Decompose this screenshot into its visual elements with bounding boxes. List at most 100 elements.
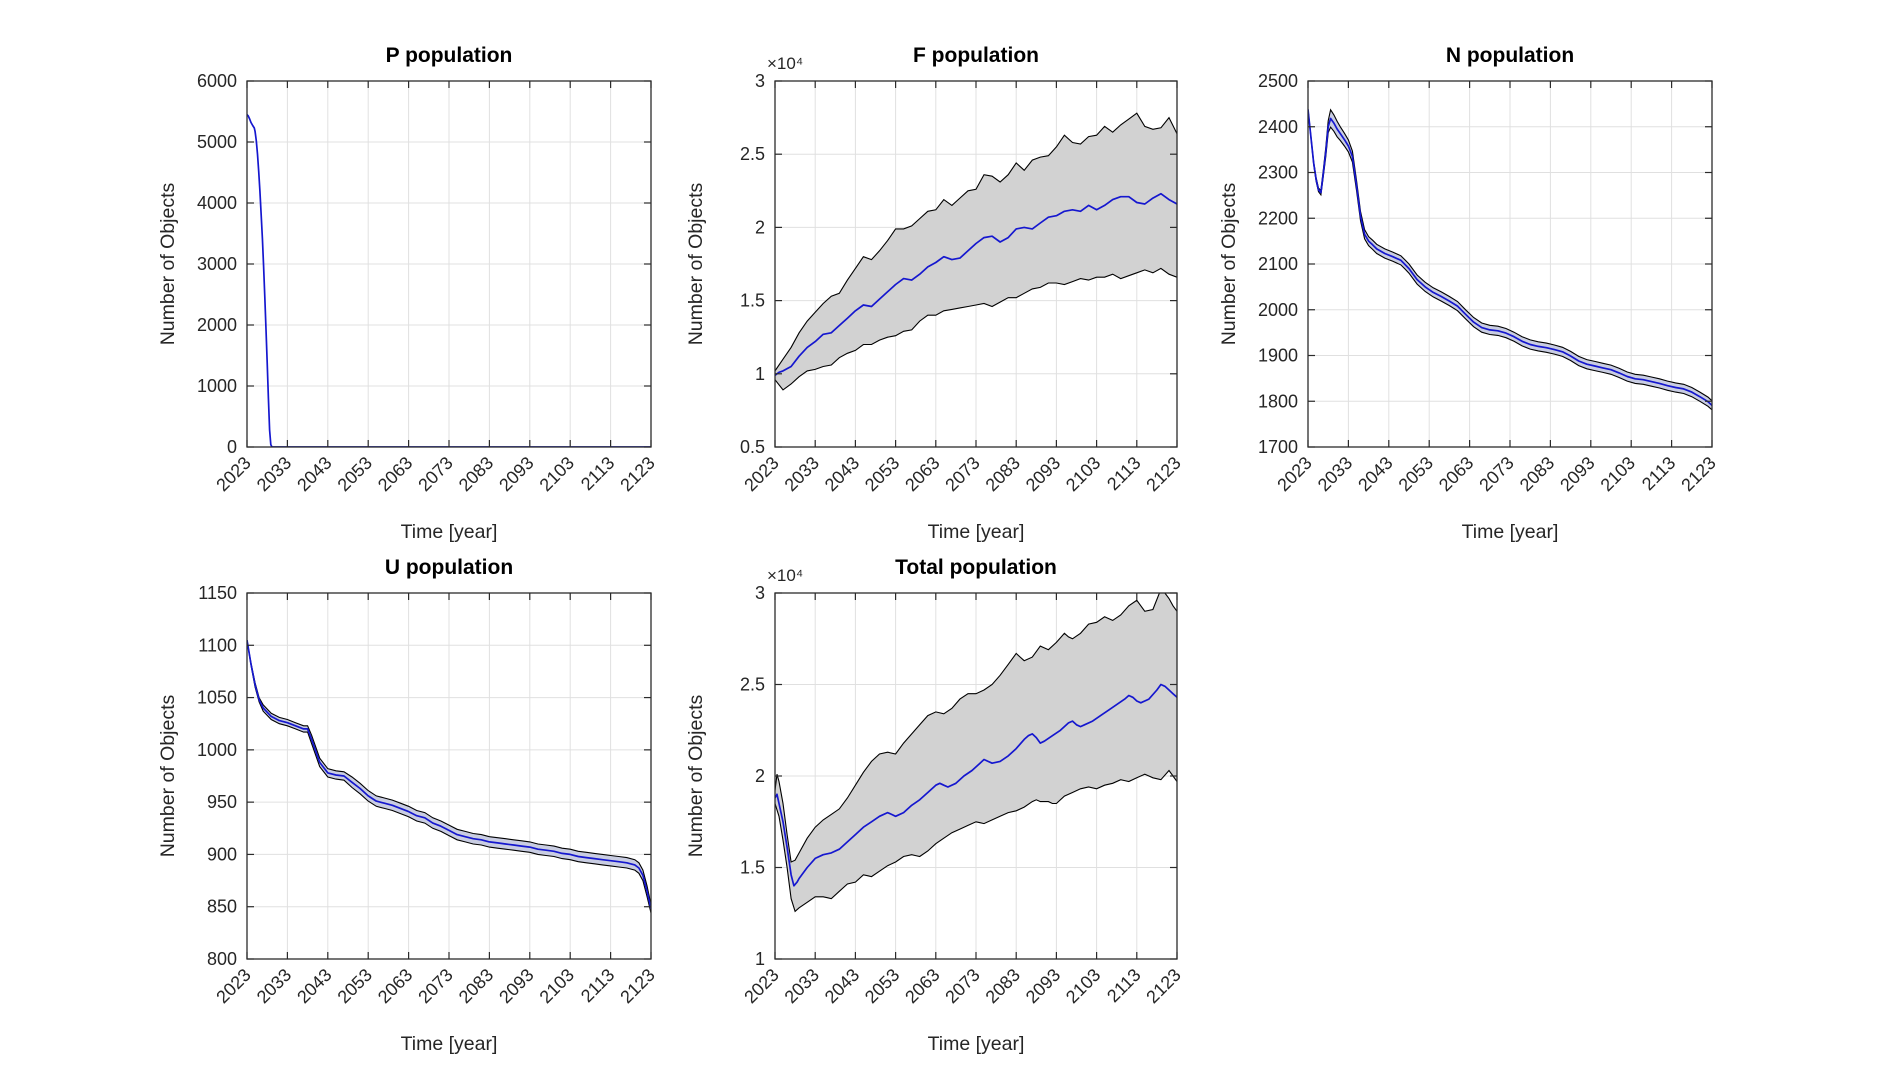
y-axis-exponent-label: ×10⁴ xyxy=(767,54,804,73)
svg-text:2023: 2023 xyxy=(740,965,782,1007)
svg-text:0: 0 xyxy=(227,437,237,457)
p-population-plot-area: 2023203320432053206320732083209321032113… xyxy=(197,71,659,495)
svg-text:2300: 2300 xyxy=(1258,163,1298,183)
svg-text:2063: 2063 xyxy=(374,965,416,1007)
svg-text:2073: 2073 xyxy=(941,453,983,495)
svg-text:2200: 2200 xyxy=(1258,208,1298,228)
svg-text:2053: 2053 xyxy=(1395,453,1437,495)
svg-text:2093: 2093 xyxy=(495,453,537,495)
svg-text:2033: 2033 xyxy=(781,965,823,1007)
svg-text:1: 1 xyxy=(755,949,765,969)
svg-text:2: 2 xyxy=(755,217,765,237)
svg-text:800: 800 xyxy=(207,949,237,969)
svg-text:2103: 2103 xyxy=(1597,453,1639,495)
x-axis-label: Time [year] xyxy=(1461,521,1559,543)
svg-text:2113: 2113 xyxy=(577,965,619,1007)
svg-text:2083: 2083 xyxy=(982,453,1024,495)
svg-text:1100: 1100 xyxy=(198,635,237,655)
svg-text:1.5: 1.5 xyxy=(740,291,765,311)
chart-title: F population xyxy=(913,44,1039,67)
svg-text:2000: 2000 xyxy=(197,315,237,335)
svg-text:2113: 2113 xyxy=(1103,453,1145,495)
svg-text:2103: 2103 xyxy=(1062,453,1104,495)
svg-text:2083: 2083 xyxy=(982,965,1024,1007)
svg-text:2103: 2103 xyxy=(536,453,578,495)
svg-text:2023: 2023 xyxy=(212,965,254,1007)
total-population-plot-area: 2023203320432053206320732083209321032113… xyxy=(740,583,1185,1007)
svg-text:1000: 1000 xyxy=(197,740,237,760)
svg-text:6000: 6000 xyxy=(197,71,237,91)
svg-text:2000: 2000 xyxy=(1258,300,1298,320)
svg-text:2123: 2123 xyxy=(1677,453,1719,495)
svg-text:2063: 2063 xyxy=(901,453,943,495)
svg-text:2093: 2093 xyxy=(1022,453,1064,495)
y-axis-exponent-label: ×10⁴ xyxy=(767,566,804,585)
svg-text:2: 2 xyxy=(755,766,765,786)
svg-text:2043: 2043 xyxy=(293,453,335,495)
svg-text:2093: 2093 xyxy=(1556,453,1598,495)
x-axis-label: Time [year] xyxy=(400,521,498,543)
svg-text:2123: 2123 xyxy=(1142,453,1184,495)
y-axis-label: Number of Objects xyxy=(157,182,179,346)
svg-text:2063: 2063 xyxy=(901,965,943,1007)
u-population-plot-area: 2023203320432053206320732083209321032113… xyxy=(197,583,659,1007)
svg-text:2063: 2063 xyxy=(374,453,416,495)
svg-text:2.5: 2.5 xyxy=(740,144,765,164)
svg-text:1: 1 xyxy=(755,364,765,384)
svg-text:4000: 4000 xyxy=(197,193,237,213)
svg-text:2123: 2123 xyxy=(616,965,658,1007)
svg-text:2093: 2093 xyxy=(1022,965,1064,1007)
svg-text:2073: 2073 xyxy=(941,965,983,1007)
svg-text:2023: 2023 xyxy=(1273,453,1315,495)
svg-text:2113: 2113 xyxy=(1103,965,1145,1007)
svg-text:2073: 2073 xyxy=(414,965,456,1007)
subplot-p-population: 2023 2033 2043 2053 2063 2073 2083 2093 2103 2113… xyxy=(142,36,666,562)
svg-text:1050: 1050 xyxy=(197,688,237,708)
svg-text:2033: 2033 xyxy=(253,965,295,1007)
svg-text:2093: 2093 xyxy=(495,965,537,1007)
subplot-n-population: 2023 2033 2043 2053 2063 2073 2083 2093 2103 2113… xyxy=(1203,36,1727,562)
svg-text:850: 850 xyxy=(207,897,237,917)
svg-text:2083: 2083 xyxy=(455,965,497,1007)
svg-text:2033: 2033 xyxy=(781,453,823,495)
svg-text:2113: 2113 xyxy=(1638,453,1680,495)
svg-text:5000: 5000 xyxy=(197,132,237,152)
svg-text:1700: 1700 xyxy=(1258,437,1298,457)
svg-text:3: 3 xyxy=(755,71,765,91)
svg-text:2100: 2100 xyxy=(1258,254,1298,274)
y-axis-label: Number of Objects xyxy=(685,182,707,346)
svg-text:2053: 2053 xyxy=(334,453,376,495)
svg-text:2043: 2043 xyxy=(821,965,863,1007)
subplot-f-population: 2023 2033 2043 2053 2063 2073 2083 2093 2103 2113… xyxy=(670,36,1192,562)
x-axis-label: Time [year] xyxy=(927,521,1025,543)
x-axis-label: Time [year] xyxy=(927,1033,1025,1055)
svg-text:2083: 2083 xyxy=(455,453,497,495)
svg-text:2063: 2063 xyxy=(1435,453,1477,495)
chart-title: N population xyxy=(1445,44,1575,67)
svg-text:2043: 2043 xyxy=(821,453,863,495)
svg-text:2053: 2053 xyxy=(334,965,376,1007)
svg-text:2103: 2103 xyxy=(536,965,578,1007)
svg-text:2043: 2043 xyxy=(293,965,335,1007)
y-axis-label: Number of Objects xyxy=(685,694,707,858)
chart-title: P population xyxy=(385,44,513,67)
svg-text:2033: 2033 xyxy=(1314,453,1356,495)
svg-text:1.5: 1.5 xyxy=(740,858,765,878)
svg-text:900: 900 xyxy=(207,844,237,864)
f-population-plot-area: 2023203320432053206320732083209321032113… xyxy=(740,71,1185,495)
svg-text:1900: 1900 xyxy=(1258,346,1298,366)
svg-text:3000: 3000 xyxy=(197,254,237,274)
svg-text:1800: 1800 xyxy=(1258,391,1298,411)
svg-text:0.5: 0.5 xyxy=(740,437,765,457)
svg-text:2500: 2500 xyxy=(1258,71,1298,91)
subplot-u-population: 2023 2033 2043 2053 2063 2073 2083 2093 2103 2113… xyxy=(142,548,666,1074)
chart-title: U population xyxy=(384,556,514,579)
svg-text:2033: 2033 xyxy=(253,453,295,495)
svg-text:2073: 2073 xyxy=(1475,453,1517,495)
svg-text:950: 950 xyxy=(207,792,237,812)
svg-text:1000: 1000 xyxy=(197,376,237,396)
svg-text:2023: 2023 xyxy=(212,453,254,495)
svg-text:2023: 2023 xyxy=(740,453,782,495)
svg-text:2123: 2123 xyxy=(1142,965,1184,1007)
